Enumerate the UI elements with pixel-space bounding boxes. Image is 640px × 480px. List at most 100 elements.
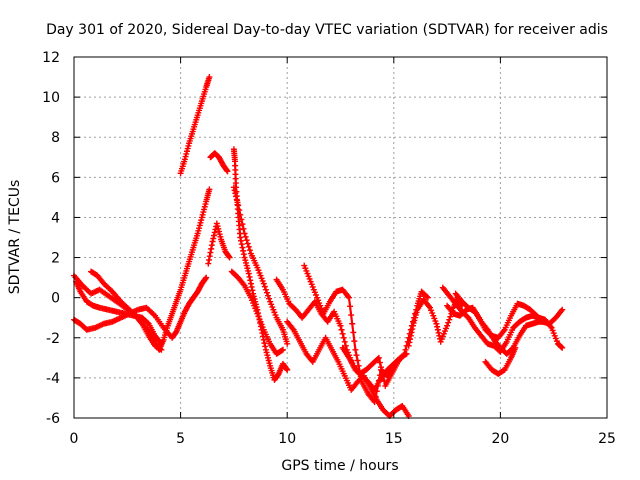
data-point — [238, 241, 245, 248]
chart-title: Day 301 of 2020, Sidereal Day-to-day VTE… — [46, 22, 608, 38]
data-point — [232, 190, 239, 197]
data-point — [354, 357, 361, 364]
data-point — [237, 234, 244, 241]
series-track-7 — [207, 150, 231, 175]
y-tick-label: -6 — [46, 411, 60, 427]
data-point — [266, 295, 273, 302]
x-tick-label: 5 — [176, 431, 185, 447]
data-point — [435, 329, 442, 336]
data-point — [207, 249, 214, 256]
data-point — [346, 294, 353, 301]
data-point — [559, 344, 566, 351]
data-point — [206, 256, 213, 263]
x-axis-label: GPS time / hours — [281, 458, 398, 474]
data-point — [239, 221, 246, 228]
data-point — [237, 211, 244, 218]
data-point — [284, 340, 291, 347]
data-point — [240, 251, 247, 258]
data-point — [233, 196, 240, 203]
series-track-11 — [284, 318, 412, 419]
data-point — [158, 346, 165, 353]
data-point — [446, 316, 453, 323]
y-tick-label: -4 — [46, 371, 60, 387]
y-tick-label: 12 — [42, 50, 60, 66]
data-point — [347, 303, 354, 310]
data-point — [144, 319, 151, 326]
data-point — [542, 318, 549, 325]
data-point — [260, 280, 267, 287]
data-point — [348, 312, 355, 319]
data-point — [405, 342, 412, 349]
x-tick-label: 25 — [598, 431, 616, 447]
series-track-3 — [73, 278, 163, 345]
y-axis-label: SDTVAR / TECUs — [7, 180, 23, 295]
data-point — [447, 313, 454, 320]
data-point — [374, 355, 381, 362]
data-point — [224, 168, 231, 175]
series-track-15 — [405, 294, 466, 349]
series-track-5 — [177, 74, 213, 177]
data-point — [262, 343, 269, 350]
x-tick-label: 15 — [385, 431, 403, 447]
data-point — [211, 229, 218, 236]
data-point — [230, 184, 237, 191]
data-point — [559, 306, 566, 313]
data-point — [350, 329, 357, 336]
data-point — [246, 273, 253, 280]
series-track-9 — [230, 184, 291, 347]
data-point — [243, 237, 250, 244]
data-point — [238, 216, 245, 223]
data-point — [239, 244, 246, 251]
data-point — [375, 354, 382, 361]
data-point — [279, 346, 286, 353]
data-point — [238, 237, 245, 244]
data-point — [241, 230, 248, 237]
data-point — [283, 365, 290, 372]
data-point — [236, 207, 243, 214]
data-point — [376, 359, 383, 366]
data-point — [265, 292, 272, 299]
data-point — [245, 270, 252, 277]
data-point — [211, 232, 218, 239]
series-track-4 — [88, 268, 165, 353]
data-point — [261, 283, 268, 290]
axis-ticks: 0 5 10 15 20 25 -6 -4 -2 0 2 4 6 8 10 12 — [42, 50, 616, 447]
data-point — [202, 275, 209, 282]
data-point — [208, 242, 215, 249]
data-point — [284, 366, 291, 373]
data-point — [156, 338, 163, 345]
data-point — [235, 202, 242, 209]
data-point — [403, 350, 410, 357]
data-point — [240, 247, 247, 254]
series-line — [341, 346, 408, 391]
data-point — [340, 334, 347, 341]
data-point — [434, 326, 441, 333]
data-point — [406, 339, 413, 346]
data-point — [210, 235, 217, 242]
data-point — [245, 243, 252, 250]
y-tick-label: 0 — [51, 291, 60, 307]
grid — [74, 57, 607, 418]
data-point — [424, 294, 431, 301]
data-point — [247, 280, 254, 287]
x-tick-label: 10 — [278, 431, 296, 447]
data-point — [248, 283, 255, 290]
data-point — [339, 330, 346, 337]
y-tick-label: 4 — [51, 210, 60, 226]
data-point — [225, 253, 232, 260]
data-point — [249, 287, 256, 294]
data-point — [262, 286, 269, 293]
series-track-6 — [205, 220, 233, 267]
data-point — [226, 254, 233, 261]
data-point — [231, 187, 238, 194]
data-point — [352, 346, 359, 353]
data-point — [445, 319, 452, 326]
data-point — [244, 240, 251, 247]
x-tick-label: 20 — [491, 431, 509, 447]
plot-frame — [73, 56, 608, 419]
y-tick-label: 2 — [51, 251, 60, 267]
data-point — [240, 225, 247, 232]
data-point — [261, 340, 268, 347]
series-layer — [71, 74, 566, 419]
data-point — [233, 193, 240, 200]
